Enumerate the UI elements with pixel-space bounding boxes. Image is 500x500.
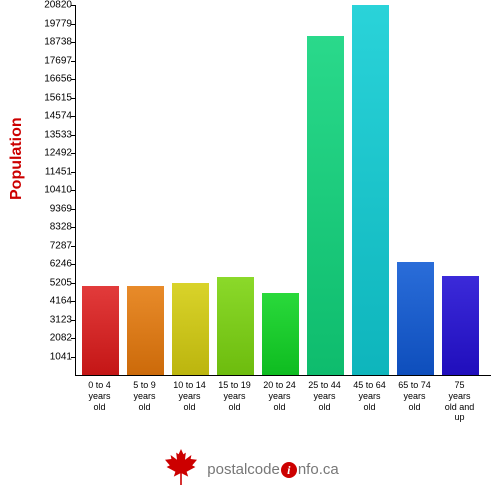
ytick-label: 13533	[44, 129, 72, 140]
bar	[172, 283, 209, 375]
ytick-label: 6246	[50, 259, 72, 270]
ytick-mark	[71, 301, 76, 302]
ytick-mark	[71, 61, 76, 62]
ytick-mark	[71, 227, 76, 228]
bar	[217, 277, 254, 375]
maple-leaf-icon	[161, 447, 201, 492]
bar	[307, 36, 344, 375]
ytick-mark	[71, 320, 76, 321]
xtick-label: 0 to 4yearsold	[79, 380, 121, 412]
ytick-label: 12492	[44, 148, 72, 159]
ytick-label: 8328	[50, 222, 72, 233]
ytick-mark	[71, 172, 76, 173]
ytick-mark	[71, 24, 76, 25]
ytick-mark	[71, 283, 76, 284]
ytick-mark	[71, 338, 76, 339]
ytick-label: 7287	[50, 240, 72, 251]
ytick-mark	[71, 246, 76, 247]
y-axis-title: Population	[8, 117, 26, 200]
ytick-label: 11451	[45, 166, 72, 177]
ytick-label: 14574	[44, 111, 72, 122]
ytick-mark	[71, 98, 76, 99]
ytick-label: 4164	[50, 296, 72, 307]
xtick-label: 65 to 74yearsold	[394, 380, 436, 412]
ytick-mark	[71, 5, 76, 6]
logo-text-post: nfo.ca	[298, 461, 339, 478]
ytick-label: 15615	[44, 92, 72, 103]
ytick-label: 2082	[50, 333, 72, 344]
xtick-label: 20 to 24yearsold	[259, 380, 301, 412]
ytick-label: 17697	[44, 55, 72, 66]
bar	[82, 286, 119, 375]
bar	[127, 286, 164, 375]
xtick-label: 5 to 9yearsold	[124, 380, 166, 412]
ytick-label: 3123	[50, 314, 72, 325]
ytick-mark	[71, 264, 76, 265]
bar	[397, 262, 434, 375]
ytick-label: 5205	[50, 277, 72, 288]
bar	[442, 276, 479, 375]
ytick-mark	[71, 135, 76, 136]
info-icon: i	[281, 462, 297, 478]
ytick-label: 1041	[50, 351, 72, 362]
ytick-label: 20820	[44, 0, 72, 11]
ytick-label: 18738	[44, 37, 72, 48]
bar	[262, 293, 299, 375]
xtick-label: 10 to 14yearsold	[169, 380, 211, 412]
bar	[352, 5, 389, 375]
site-logo: postalcodeinfo.ca	[0, 447, 500, 492]
ytick-mark	[71, 209, 76, 210]
ytick-mark	[71, 116, 76, 117]
ytick-label: 19779	[44, 18, 72, 29]
ytick-mark	[71, 357, 76, 358]
plot-area	[75, 5, 491, 376]
ytick-mark	[71, 42, 76, 43]
ytick-label: 10410	[44, 185, 72, 196]
ytick-mark	[71, 79, 76, 80]
ytick-mark	[71, 153, 76, 154]
xtick-label: 25 to 44yearsold	[304, 380, 346, 412]
ytick-label: 16656	[44, 74, 72, 85]
xtick-label: 45 to 64yearsold	[349, 380, 391, 412]
ytick-label: 9369	[50, 203, 72, 214]
xtick-label: 75yearsold andup	[439, 380, 481, 423]
xtick-label: 15 to 19yearsold	[214, 380, 256, 412]
logo-text-pre: postalcode	[207, 461, 280, 478]
population-bar-chart: Population 1041 2082 3123 4164 5205 6246 7287 8…	[0, 0, 500, 500]
ytick-mark	[71, 190, 76, 191]
